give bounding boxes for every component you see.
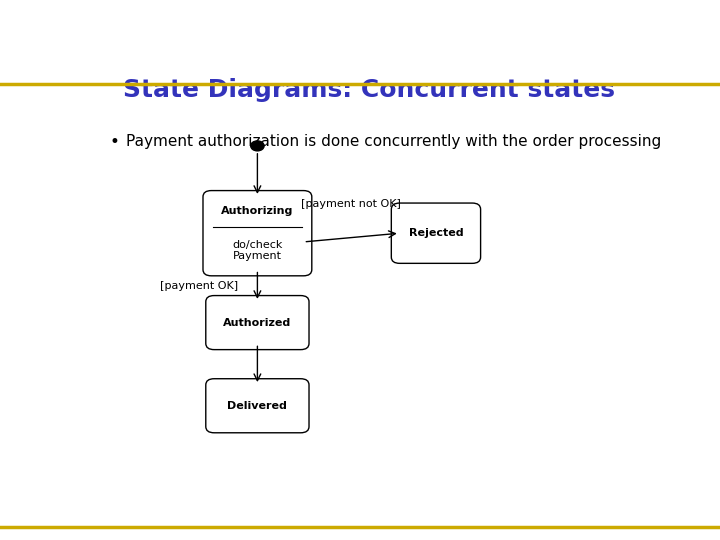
Text: Payment authorization is done concurrently with the order processing: Payment authorization is done concurrent… bbox=[126, 134, 662, 149]
Text: •: • bbox=[109, 133, 120, 151]
Text: Delivered: Delivered bbox=[228, 401, 287, 411]
Text: [payment not OK]: [payment not OK] bbox=[301, 199, 401, 209]
FancyBboxPatch shape bbox=[392, 203, 481, 264]
Text: Authorizing: Authorizing bbox=[221, 206, 294, 217]
FancyBboxPatch shape bbox=[206, 295, 309, 349]
FancyBboxPatch shape bbox=[203, 191, 312, 276]
Text: [payment OK]: [payment OK] bbox=[160, 281, 238, 291]
Text: Rejected: Rejected bbox=[409, 228, 463, 238]
Text: do/check
Payment: do/check Payment bbox=[233, 240, 282, 261]
Circle shape bbox=[251, 141, 264, 151]
Text: State Diagrams: Concurrent states: State Diagrams: Concurrent states bbox=[124, 78, 616, 102]
FancyBboxPatch shape bbox=[206, 379, 309, 433]
Text: Authorized: Authorized bbox=[223, 318, 292, 328]
